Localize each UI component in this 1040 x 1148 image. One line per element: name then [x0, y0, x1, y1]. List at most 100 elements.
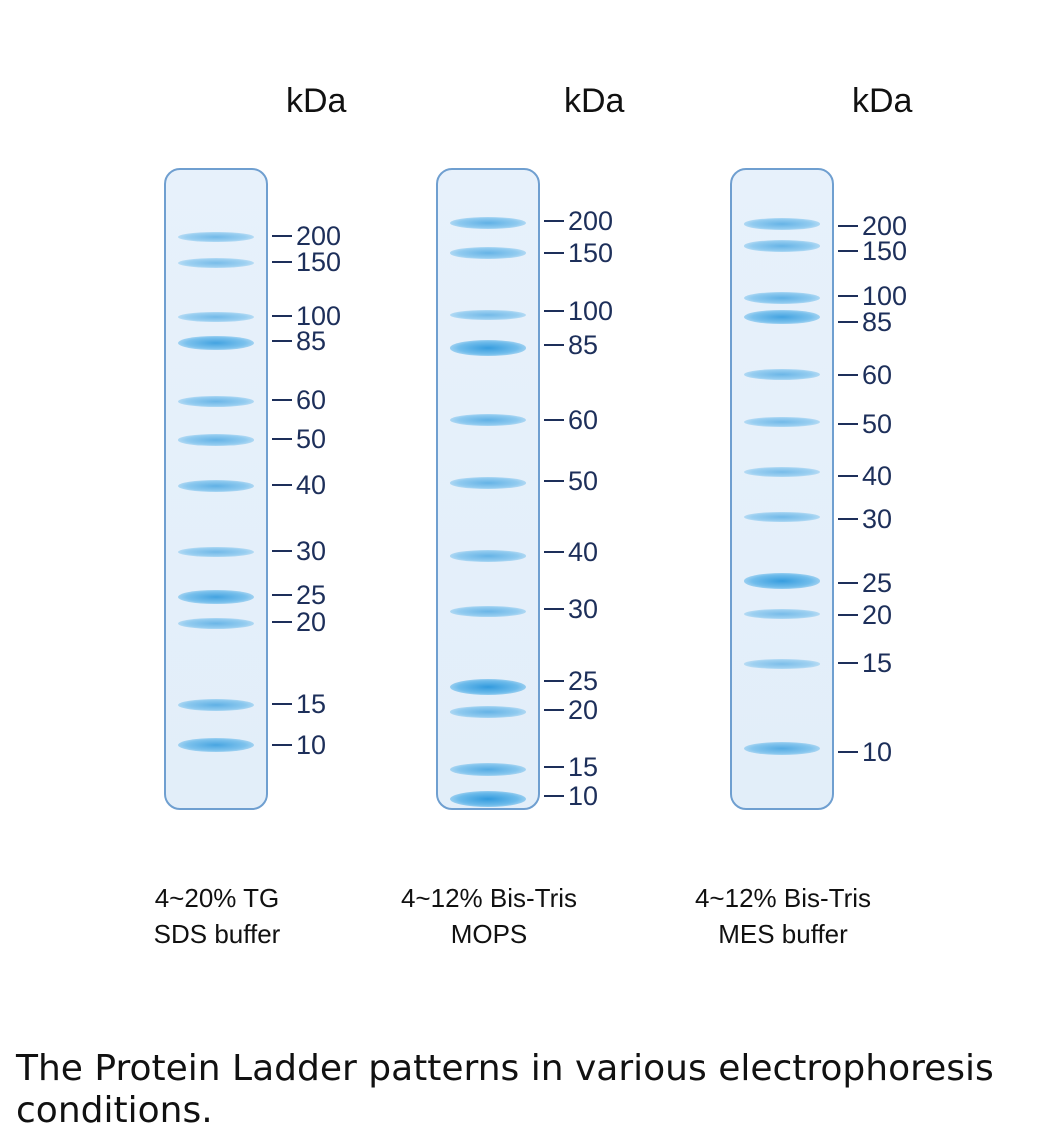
condition-line-2: MES buffer: [718, 919, 848, 949]
band-30kda: [450, 605, 526, 617]
marker-tick: [272, 438, 292, 440]
band-50kda: [744, 416, 820, 428]
marker-label: 150: [296, 247, 342, 277]
marker-tick: [544, 310, 564, 312]
marker-label: 50: [862, 409, 893, 439]
marker-tick: [838, 751, 858, 753]
marker-tick: [272, 703, 292, 705]
marker-label: 30: [862, 504, 893, 534]
band-150kda: [450, 247, 526, 259]
marker-label: 20: [568, 695, 599, 725]
band-200kda: [450, 217, 526, 229]
marker-label: 25: [568, 666, 599, 696]
band-50kda: [178, 434, 254, 446]
marker-label: 150: [862, 236, 908, 266]
band-85kda: [450, 340, 526, 356]
figure-caption: The Protein Ladder patterns in various e…: [16, 1048, 994, 1131]
marker-tick: [838, 518, 858, 520]
marker-tick: [838, 582, 858, 584]
marker-label: 40: [862, 461, 893, 491]
band-10kda: [450, 791, 526, 807]
marker-tick: [272, 399, 292, 401]
marker-tick: [544, 766, 564, 768]
marker-label: 200: [296, 221, 342, 251]
marker-tick: [544, 419, 564, 421]
marker-label: 100: [862, 281, 908, 311]
band-15kda: [450, 762, 526, 776]
marker-label: 15: [296, 689, 327, 719]
band-100kda: [744, 292, 820, 304]
marker-label: 50: [296, 424, 327, 454]
band-30kda: [178, 546, 254, 558]
condition-label-lane-3: 4~12% Bis-Tris MES buffer: [643, 880, 923, 952]
band-100kda: [450, 309, 526, 321]
band-60kda: [450, 414, 526, 426]
gel-lane-tg-sds: [164, 168, 268, 810]
band-10kda: [744, 741, 820, 755]
marker-label: 50: [568, 466, 599, 496]
marker-tick: [544, 344, 564, 346]
band-25kda: [744, 573, 820, 589]
condition-line-1: 4~20% TG: [154, 883, 280, 913]
marker-label: 150: [568, 238, 614, 268]
band-40kda: [744, 467, 820, 477]
marker-tick: [838, 321, 858, 323]
marker-tick: [838, 225, 858, 227]
marker-tick: [272, 235, 292, 237]
marker-label: 10: [296, 730, 327, 760]
marker-label: 200: [568, 206, 614, 236]
marker-tick: [544, 608, 564, 610]
condition-label-lane-1: 4~20% TG SDS buffer: [77, 880, 357, 952]
band-25kda: [178, 589, 254, 605]
band-15kda: [744, 659, 820, 669]
marker-label: 20: [862, 600, 893, 630]
marker-tick: [838, 295, 858, 297]
marker-tick: [272, 594, 292, 596]
marker-tick: [544, 709, 564, 711]
marker-label: 85: [568, 330, 599, 360]
marker-tick: [838, 614, 858, 616]
band-200kda: [178, 231, 254, 243]
band-150kda: [744, 240, 820, 252]
band-40kda: [178, 480, 254, 492]
marker-label: 85: [862, 307, 893, 337]
marker-label: 100: [568, 296, 614, 326]
marker-label: 25: [296, 580, 327, 610]
marker-label: 30: [296, 536, 327, 566]
marker-label: 10: [568, 781, 599, 811]
marker-tick: [544, 220, 564, 222]
marker-label: 60: [296, 385, 327, 415]
condition-label-lane-2: 4~12% Bis-Tris MOPS: [349, 880, 629, 952]
marker-tick: [544, 480, 564, 482]
band-40kda: [450, 550, 526, 562]
marker-label: 25: [862, 568, 893, 598]
marker-tick: [272, 550, 292, 552]
marker-tick: [838, 423, 858, 425]
band-150kda: [178, 258, 254, 268]
marker-label: 85: [296, 326, 327, 356]
marker-label: 60: [862, 360, 893, 390]
unit-label-lane-1: kDa: [286, 82, 347, 120]
marker-label: 60: [568, 405, 599, 435]
band-60kda: [744, 368, 820, 380]
marker-tick: [838, 662, 858, 664]
band-10kda: [178, 738, 254, 752]
band-30kda: [744, 511, 820, 523]
band-25kda: [450, 679, 526, 695]
condition-line-2: MOPS: [450, 919, 528, 949]
band-85kda: [178, 335, 254, 351]
gel-lane-bistris-mops: [436, 168, 540, 810]
condition-line-1: 4~12% Bis-Tris: [694, 883, 872, 913]
marker-tick: [544, 680, 564, 682]
band-20kda: [744, 609, 820, 619]
marker-tick: [838, 475, 858, 477]
marker-label: 15: [568, 752, 599, 782]
band-20kda: [178, 617, 254, 629]
marker-tick: [272, 744, 292, 746]
condition-line-2: SDS buffer: [153, 919, 281, 949]
marker-tick: [838, 250, 858, 252]
band-20kda: [450, 706, 526, 718]
unit-label-lane-2: kDa: [564, 82, 625, 120]
marker-tick: [838, 374, 858, 376]
marker-tick: [544, 551, 564, 553]
